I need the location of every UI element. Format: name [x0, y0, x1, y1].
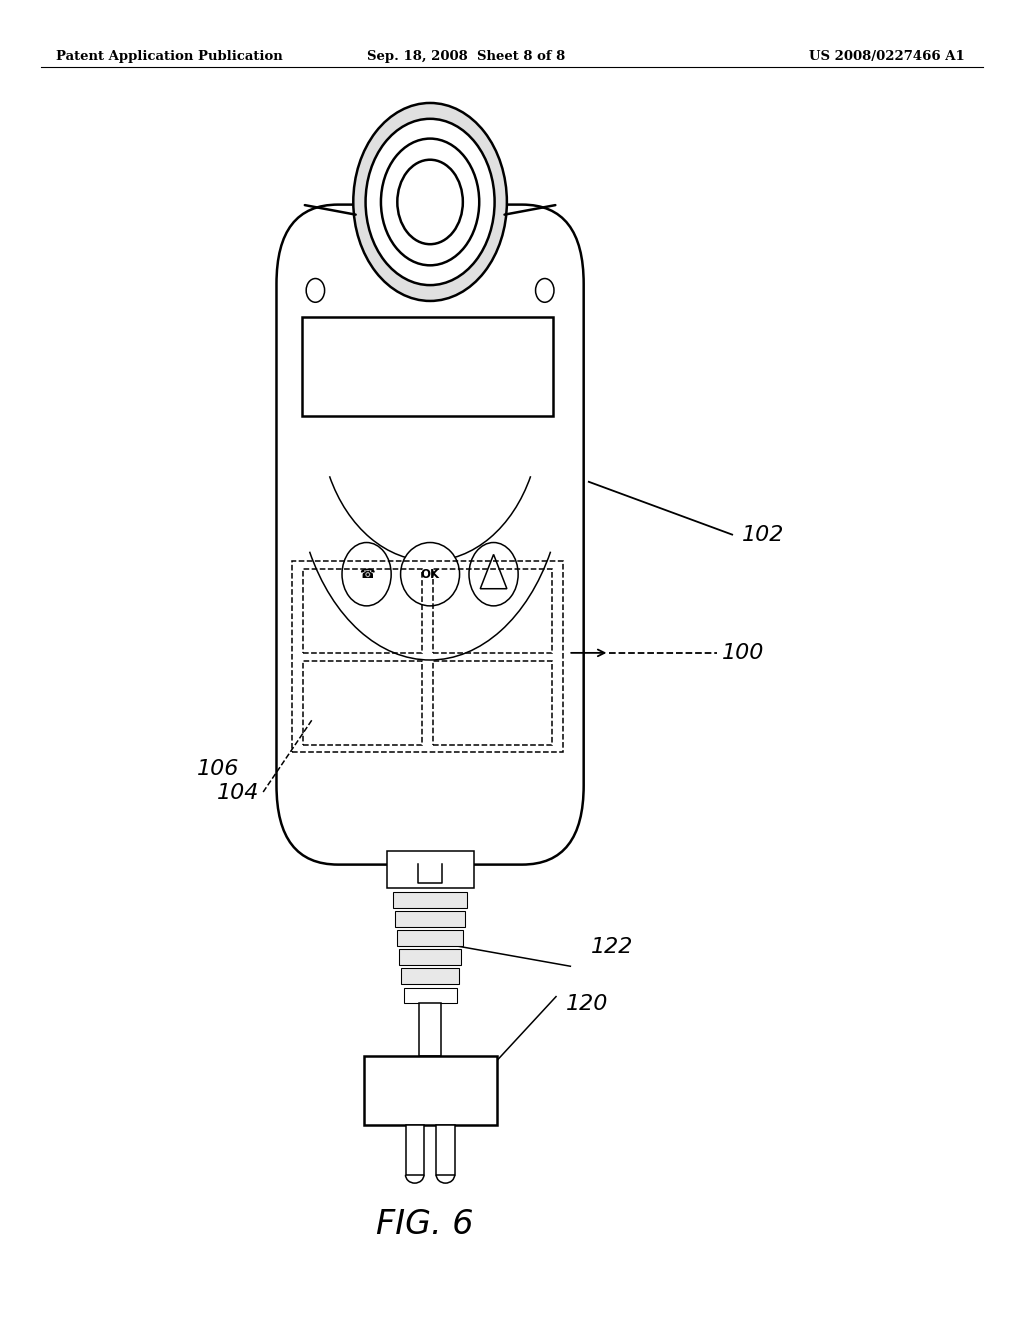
Text: 102: 102 [742, 524, 784, 545]
Text: 100: 100 [722, 643, 764, 663]
Bar [397, 931, 463, 945]
Bar [433, 569, 552, 653]
Bar [419, 1003, 441, 1056]
Text: US 2008/0227466 A1: US 2008/0227466 A1 [809, 50, 965, 63]
Text: ☎: ☎ [358, 568, 375, 581]
Bar [387, 851, 473, 888]
Bar [364, 1056, 497, 1125]
Bar [401, 969, 459, 985]
Text: 104: 104 [217, 783, 259, 803]
Bar [433, 660, 552, 744]
Circle shape [397, 160, 463, 244]
Circle shape [342, 543, 391, 606]
Bar [303, 569, 422, 653]
Bar [436, 1125, 455, 1175]
Bar [395, 911, 465, 927]
Circle shape [366, 119, 495, 285]
Text: 106: 106 [197, 759, 239, 779]
Text: Sep. 18, 2008  Sheet 8 of 8: Sep. 18, 2008 Sheet 8 of 8 [367, 50, 565, 63]
Bar [303, 660, 422, 744]
Bar [406, 1125, 424, 1175]
Text: Patent Application Publication: Patent Application Publication [56, 50, 283, 63]
Circle shape [469, 543, 518, 606]
Bar [302, 317, 553, 416]
Bar [399, 949, 461, 965]
Text: 122: 122 [591, 937, 633, 957]
Ellipse shape [400, 543, 460, 606]
Circle shape [536, 279, 554, 302]
Text: 120: 120 [566, 994, 608, 1014]
Circle shape [306, 279, 325, 302]
Bar [292, 561, 563, 752]
Circle shape [353, 103, 507, 301]
Text: OK: OK [421, 568, 439, 581]
Circle shape [381, 139, 479, 265]
Text: FIG. 6: FIG. 6 [376, 1209, 474, 1241]
Bar [393, 892, 467, 908]
Bar [403, 987, 457, 1003]
FancyBboxPatch shape [276, 205, 584, 865]
